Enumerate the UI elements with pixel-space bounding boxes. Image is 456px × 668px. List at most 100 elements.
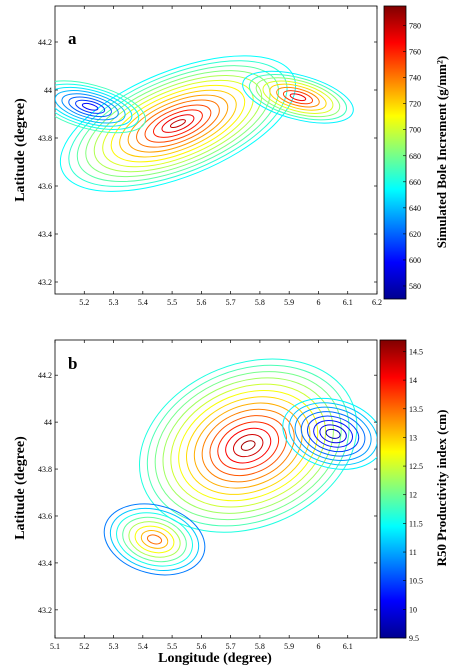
colorbar-tick-label: 660 [409,178,421,187]
contour-line [139,358,358,533]
x-tick-label: 5.7 [226,298,236,307]
x-tick-label: 5.4 [138,298,148,307]
contour-line [294,406,372,461]
colorbar-tick-label: 10 [409,605,417,614]
y-tick-label: 44.2 [38,38,52,47]
colorbar-tick-label: 760 [409,48,421,57]
contour-line [276,86,320,108]
x-tick-label: 6 [316,298,320,307]
panel-a-colorbar-ticks: 580 600 620 640 660 680 700 720 740 760 780 [403,22,421,291]
panel-a-letter: a [68,29,77,48]
y-tick-label: 44 [44,418,52,427]
colorbar-tick-label: 13.5 [409,405,423,414]
x-tick-label: 5.3 [109,642,119,651]
contour-line [134,525,175,554]
y-tick-label: 43.4 [38,230,52,239]
contour-line [289,93,307,102]
colorbar-tick-label: 14 [409,376,417,385]
contour-line [127,94,229,153]
colorbar-tick-label: 720 [409,100,421,109]
x-tick-label: 6 [316,642,320,651]
contour-line [248,74,348,121]
contour-line [186,396,311,495]
panel-a-colorbar [383,5,407,300]
panel-b-x-axis: 5.1 5.2 5.3 5.4 5.5 5.6 5.7 5.8 5.9 6 6.1 [50,340,353,651]
y-tick-label: 43.6 [38,182,52,191]
contour-line [255,77,341,118]
panel-a-plot-area [54,5,378,295]
y-tick-label: 43.8 [38,134,52,143]
contour-line [109,507,200,571]
colorbar-tick-label: 640 [409,204,421,213]
contour-line [153,109,203,138]
contour-line [61,93,119,121]
contour-line [325,428,341,439]
x-tick-label: 5.2 [79,298,89,307]
contour-line [128,521,181,558]
contour-line [85,70,271,178]
contour-line [76,65,280,183]
panel-a-x-axis: 5.2 5.3 5.4 5.5 5.6 5.7 5.8 5.9 6 6.1 6.2 [79,6,382,307]
panel-b: 5.1 5.2 5.3 5.4 5.5 5.6 5.7 5.8 5.9 6 6.1 43.2 43.4… [13,339,449,666]
y-tick-label: 44.2 [38,371,52,380]
x-tick-label: 5.1 [50,642,60,651]
contour-line [68,60,288,187]
x-tick-label: 6.1 [343,298,353,307]
colorbar-tick-label: 9.5 [409,634,419,643]
x-tick-label: 5.2 [79,642,89,651]
colorbar-tick-label: 11.5 [409,519,423,528]
colorbar-tick-label: 12 [409,491,417,500]
contour-line [146,534,163,545]
x-tick-label: 5.7 [226,642,236,651]
contour-line [162,377,334,514]
x-tick-label: 5.8 [255,642,265,651]
contour-line [233,434,264,458]
panel-b-colorbar-ticks: 9.5 10 10.5 11 11.5 12 12.5 13 13.5 14 14.5 [403,347,423,643]
contour-line [269,83,327,111]
contour-line [170,383,327,508]
contour-line [201,408,295,483]
contour-line [300,411,366,457]
contour-line [288,402,377,466]
contour-line [136,99,220,148]
contour-line [81,102,99,111]
contour-line [319,424,347,444]
contour-line [193,402,303,489]
panel-a-contours [55,55,354,192]
panel-b-letter: b [68,354,77,373]
y-tick-label: 43.4 [38,559,52,568]
contour-line [93,74,263,173]
panel-b-x-axis-label: Longitude (degree) [158,651,272,666]
contour-line [225,427,272,464]
contour-line [68,96,112,118]
contour-line [161,114,195,133]
panel-b-y-axis-label: Latitude (degree) [13,436,28,540]
y-tick-label: 43.8 [38,465,52,474]
colorbar-tick-label: 740 [409,74,421,83]
panel-b-contours [103,358,377,576]
x-tick-label: 5.6 [196,298,206,307]
colorbar-tick-label: 620 [409,230,421,239]
x-tick-label: 5.8 [255,298,265,307]
panel-a-y-axis: 43.2 43.4 43.6 43.8 44 44.2 [38,38,377,287]
x-tick-label: 5.6 [196,642,206,651]
contour-line [169,119,186,129]
x-tick-label: 5.5 [167,642,177,651]
contour-line [140,530,169,549]
x-tick-label: 6.1 [343,642,353,651]
contour-line [282,397,377,470]
contour-line [55,83,140,130]
contour-line [55,86,133,127]
contour-line [313,420,353,448]
contour-line [103,503,206,576]
contour-line [209,415,287,477]
panel-a-y-axis-label: Latitude (degree) [13,98,28,202]
contour-line [154,371,342,521]
panel-b-colorbar-label: R50 Productivity index (cm) [434,410,449,567]
panel-a-colorbar-label: Simulated Bole Increment (g/mm²) [434,56,449,249]
contour-line [217,421,280,470]
y-tick-label: 43.2 [38,278,52,287]
contour-line [116,512,193,567]
colorbar-tick-label: 780 [409,22,421,31]
